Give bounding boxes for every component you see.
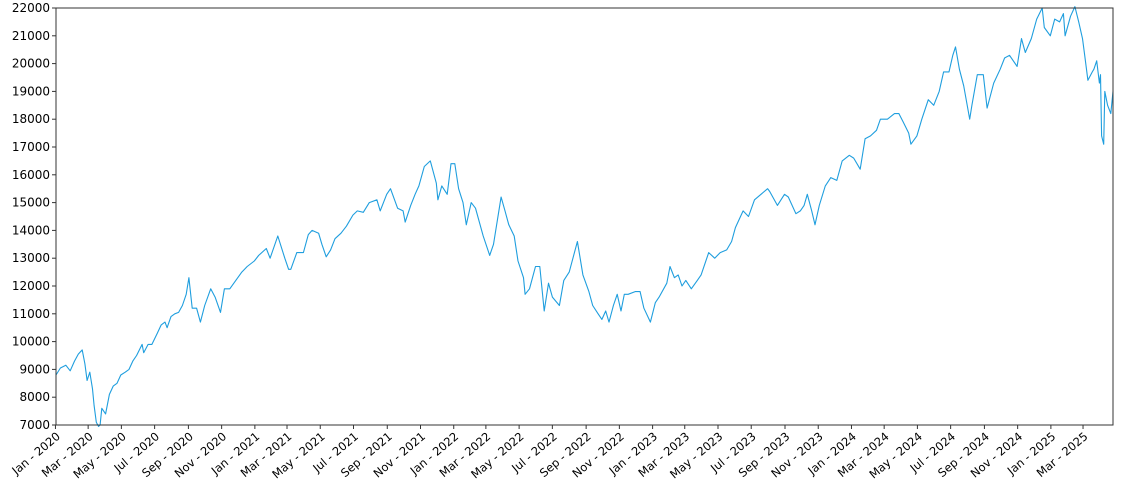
y-tick-label: 10000 [12,335,50,349]
y-tick-label: 19000 [12,84,50,98]
y-tick-label: 13000 [12,251,50,265]
plot-area-frame [55,7,1114,426]
y-tick-label: 16000 [12,168,50,182]
y-tick-label: 8000 [19,390,50,404]
y-tick-label: 11000 [12,307,50,321]
y-tick-label: 18000 [12,112,50,126]
y-tick-label: 12000 [12,279,50,293]
y-tick-label: 21000 [12,29,50,43]
y-tick-label: 7000 [19,418,50,432]
y-tick-label: 14000 [12,223,50,237]
series-line-0 [55,6,1114,427]
y-axis: 7000 8000 9000 10000 11000 12000 13000 14000 150… [12,1,56,432]
y-tick-label: 9000 [19,362,50,376]
y-tick-label: 15000 [12,196,50,210]
y-tick-label: 17000 [12,140,50,154]
series-layer [55,6,1114,427]
y-tick-label: 20000 [12,57,50,71]
y-tick-label: 22000 [12,1,50,15]
